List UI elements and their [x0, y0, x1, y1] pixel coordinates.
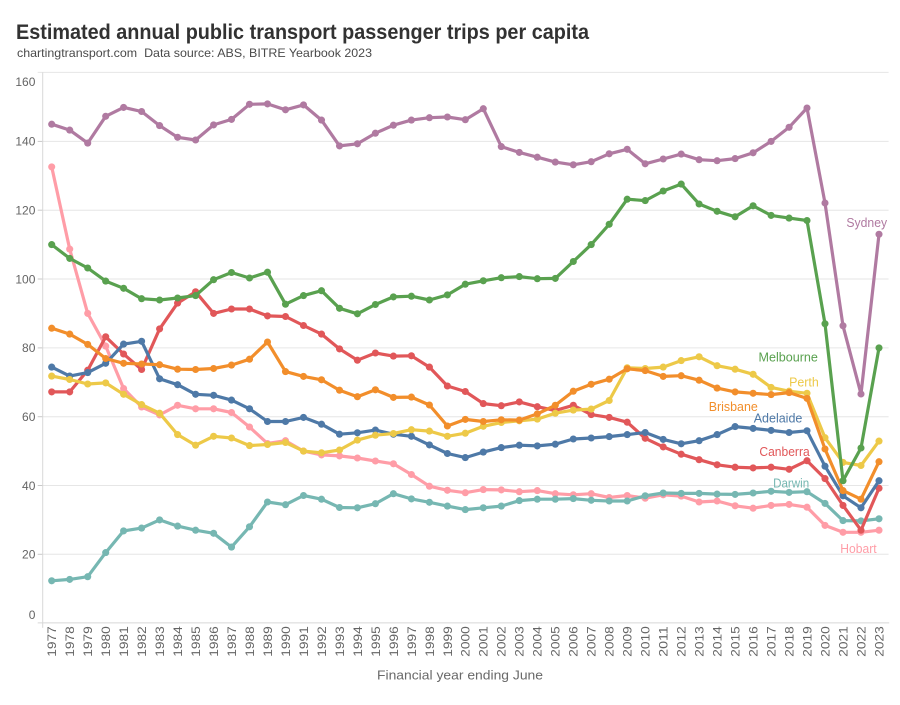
svg-text:1997: 1997 [405, 626, 419, 657]
svg-text:Adelaide: Adelaide [754, 411, 803, 425]
svg-text:2007: 2007 [585, 626, 599, 657]
svg-text:Perth: Perth [789, 375, 819, 389]
svg-text:1983: 1983 [153, 626, 167, 657]
svg-text:2009: 2009 [621, 626, 635, 657]
svg-text:1982: 1982 [135, 626, 149, 657]
svg-text:2022: 2022 [854, 626, 868, 657]
svg-text:1989: 1989 [261, 626, 275, 657]
svg-text:2001: 2001 [477, 626, 491, 657]
svg-text:1992: 1992 [315, 626, 329, 657]
svg-text:1979: 1979 [81, 626, 95, 657]
svg-text:2017: 2017 [765, 626, 779, 657]
svg-text:2010: 2010 [639, 626, 653, 657]
svg-text:2002: 2002 [495, 626, 509, 657]
svg-text:120: 120 [15, 204, 35, 218]
svg-text:1995: 1995 [369, 626, 383, 657]
svg-text:chartingtransport.com Data so: chartingtransport.com Data source: ABS, … [17, 46, 372, 60]
svg-text:1999: 1999 [441, 626, 455, 657]
svg-text:Darwin: Darwin [773, 476, 809, 490]
svg-text:1985: 1985 [189, 626, 203, 657]
svg-text:1994: 1994 [351, 626, 365, 657]
svg-text:Sydney: Sydney [846, 216, 887, 230]
svg-text:20: 20 [22, 548, 36, 562]
svg-text:1981: 1981 [117, 626, 131, 657]
svg-text:2008: 2008 [603, 626, 617, 657]
svg-text:2011: 2011 [657, 626, 671, 657]
svg-text:2016: 2016 [747, 626, 761, 657]
svg-text:2003: 2003 [513, 626, 527, 657]
svg-text:1980: 1980 [99, 626, 113, 657]
svg-text:160: 160 [15, 75, 35, 89]
svg-text:2006: 2006 [567, 626, 581, 657]
svg-text:2005: 2005 [549, 626, 563, 657]
svg-text:Canberra: Canberra [759, 445, 809, 459]
svg-text:1993: 1993 [333, 626, 347, 657]
svg-text:1990: 1990 [279, 626, 293, 657]
svg-text:2018: 2018 [783, 626, 797, 657]
svg-text:100: 100 [15, 272, 35, 286]
svg-text:60: 60 [22, 410, 36, 424]
svg-text:2013: 2013 [693, 626, 707, 657]
svg-text:Financial year ending June: Financial year ending June [377, 669, 543, 683]
svg-text:2023: 2023 [872, 626, 886, 657]
svg-text:1996: 1996 [387, 626, 401, 657]
svg-text:2019: 2019 [800, 626, 814, 657]
svg-text:2015: 2015 [729, 626, 743, 657]
svg-text:2012: 2012 [675, 626, 689, 657]
svg-text:1977: 1977 [45, 626, 59, 657]
svg-text:Hobart: Hobart [840, 542, 877, 556]
svg-text:Brisbane: Brisbane [709, 400, 758, 414]
svg-text:1991: 1991 [297, 626, 311, 657]
svg-text:2014: 2014 [711, 626, 725, 657]
svg-text:Melbourne: Melbourne [759, 351, 818, 365]
svg-text:0: 0 [29, 608, 36, 622]
svg-text:2000: 2000 [459, 626, 473, 657]
svg-text:2004: 2004 [531, 626, 545, 657]
svg-text:Estimated annual public transp: Estimated annual public transport passen… [16, 20, 590, 44]
svg-text:2020: 2020 [818, 626, 832, 657]
svg-text:1984: 1984 [171, 626, 185, 657]
svg-text:1986: 1986 [207, 626, 221, 657]
svg-text:80: 80 [22, 341, 36, 355]
svg-text:1998: 1998 [423, 626, 437, 657]
svg-text:1988: 1988 [243, 626, 257, 657]
svg-text:1987: 1987 [225, 626, 239, 657]
svg-text:1978: 1978 [63, 626, 77, 657]
svg-text:140: 140 [15, 135, 35, 149]
svg-text:2021: 2021 [836, 626, 850, 657]
svg-text:40: 40 [22, 479, 36, 493]
